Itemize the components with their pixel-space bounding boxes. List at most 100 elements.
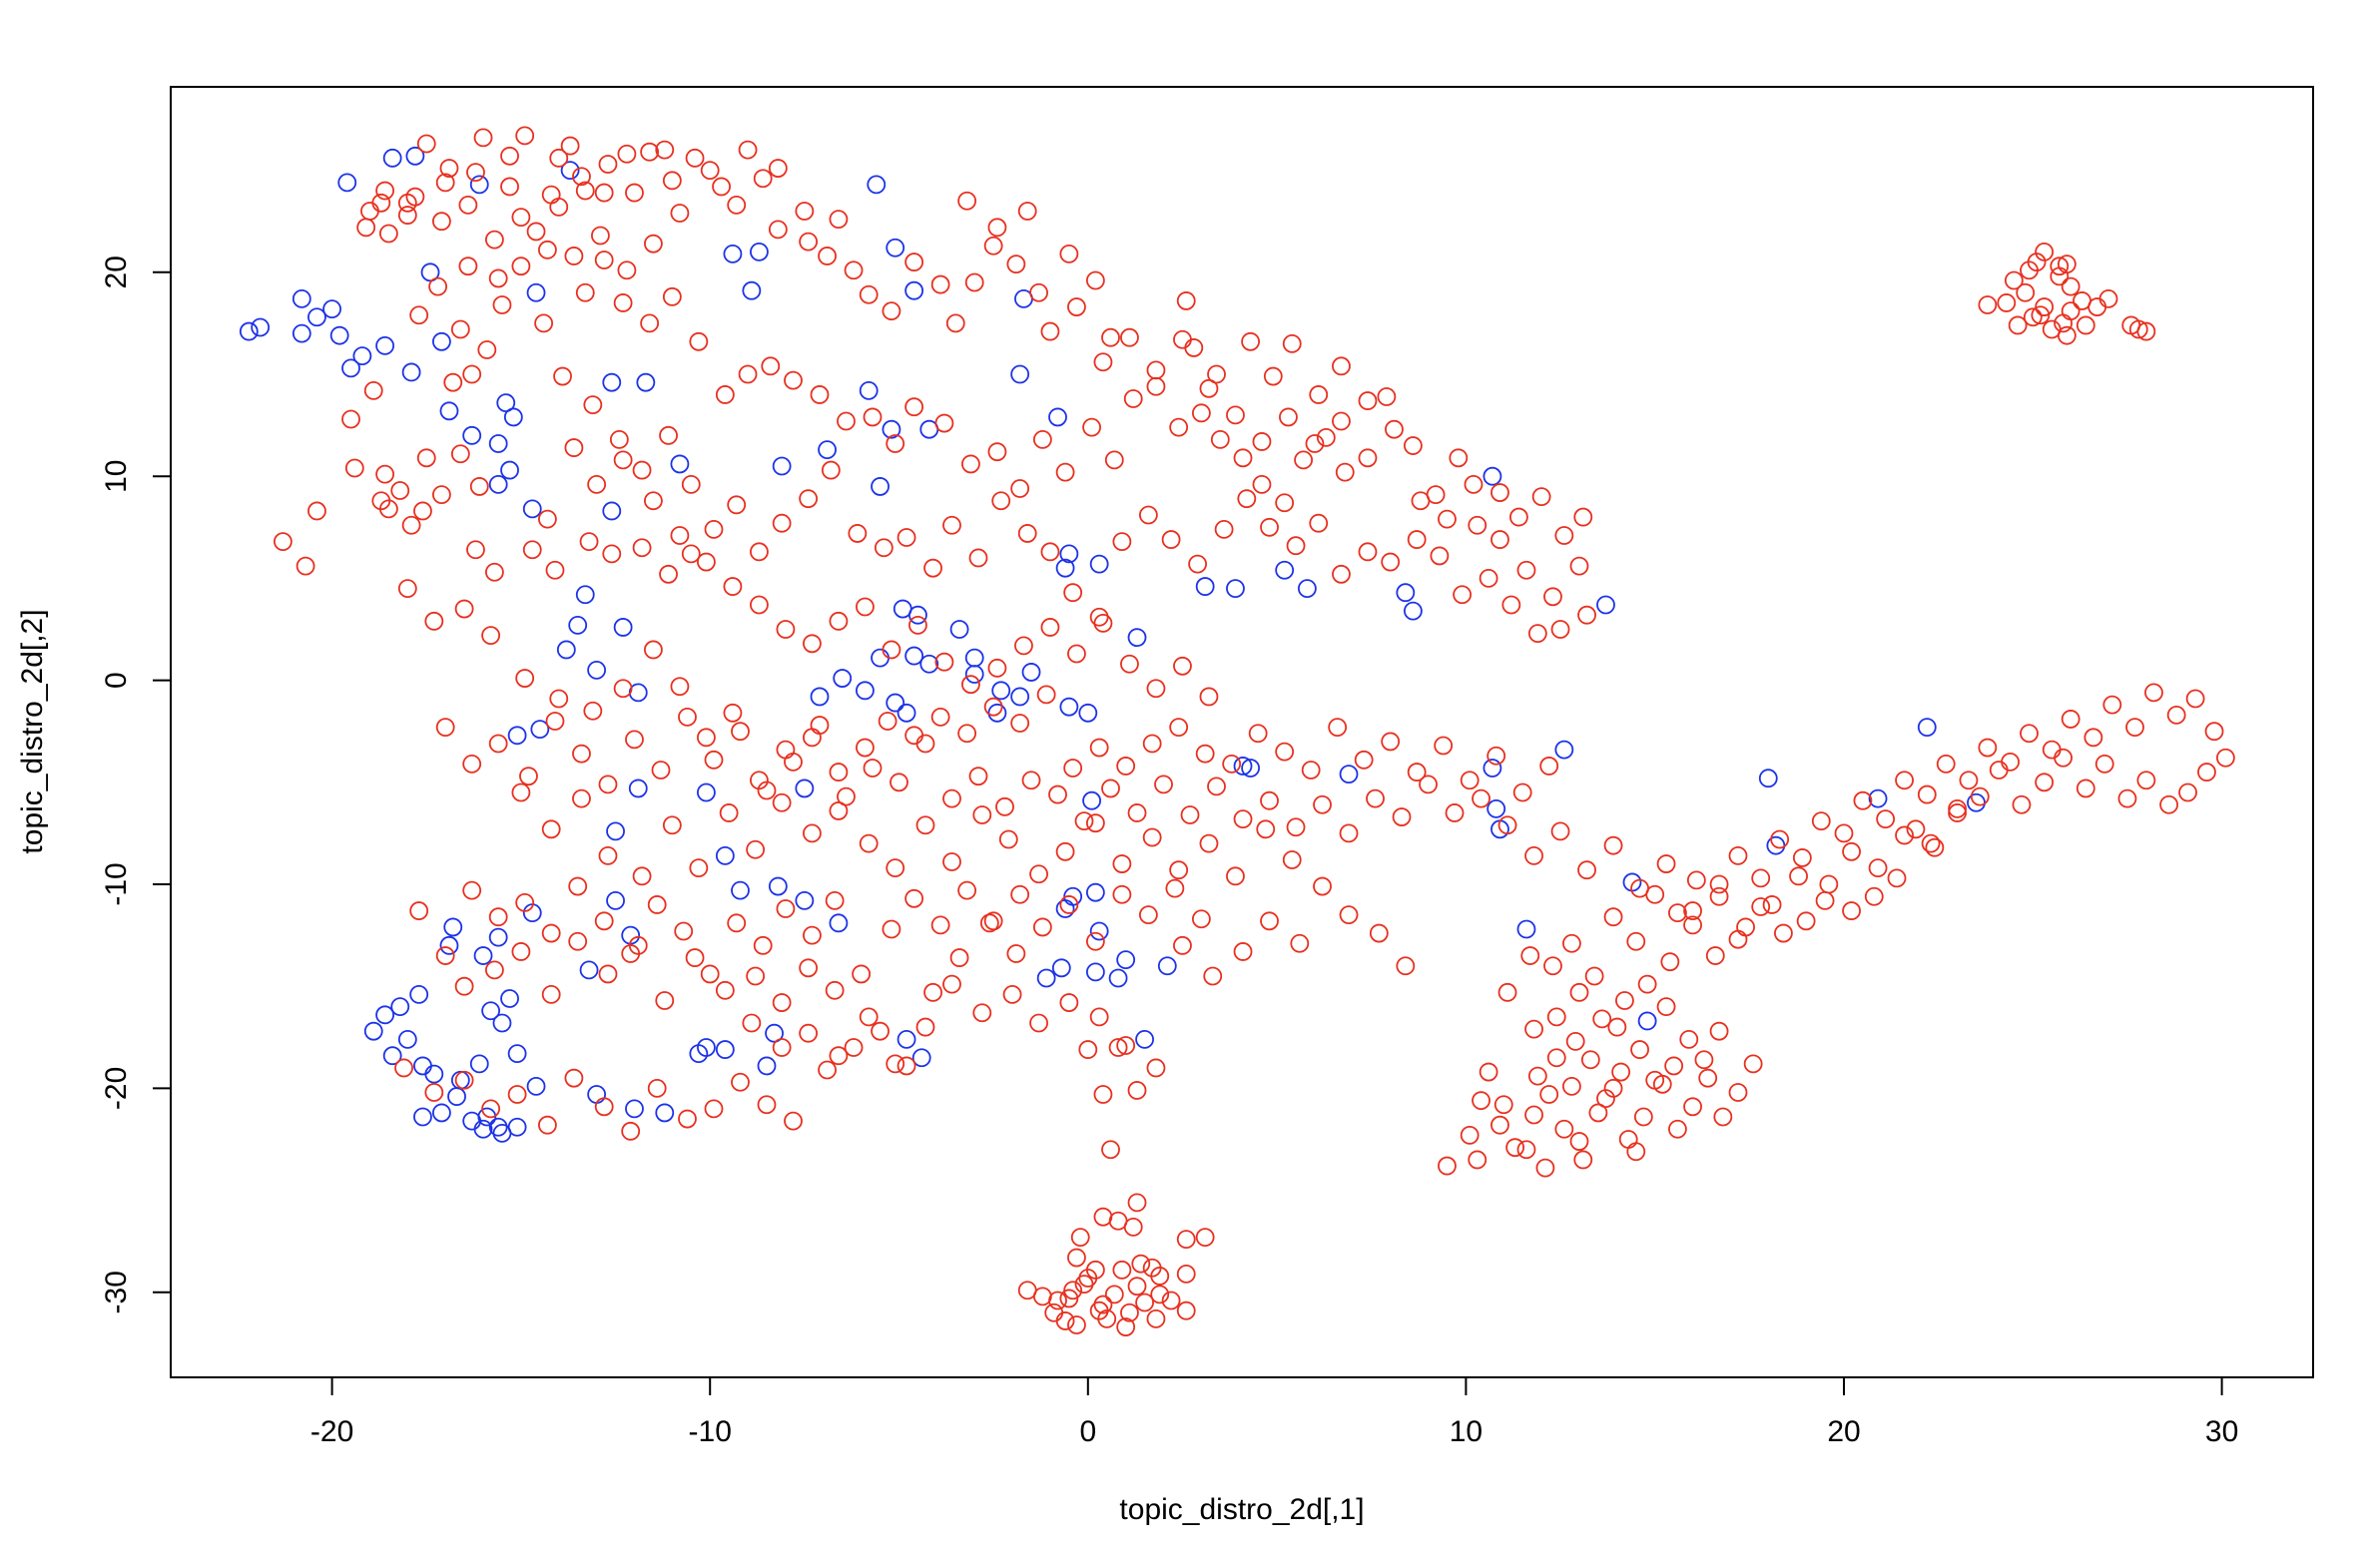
data-point [915,734,935,754]
data-point [746,966,766,986]
data-point [655,991,675,1010]
data-point [1146,1058,1166,1078]
data-point [466,163,485,183]
y-axis: -30 -20 -10 0 10 20 [100,256,172,1313]
data-point [2098,288,2118,308]
data-point [983,911,1003,931]
data-point [1108,1038,1128,1057]
data-point [591,226,610,246]
data-point [2076,315,2095,335]
data-point [1157,956,1177,976]
data-point [904,280,924,300]
data-point [799,232,819,252]
data-point [2197,763,2216,782]
data-point [776,620,796,639]
data-point [765,1023,784,1043]
data-point [632,538,652,558]
data-point [1309,385,1329,404]
data-point [1123,389,1143,408]
data-point [538,240,557,260]
data-point [1044,1303,1064,1322]
data-point [1282,333,1302,353]
data-point [1626,1142,1646,1162]
data-point [1199,687,1219,707]
data-point [507,726,527,746]
data-point [1176,1265,1196,1284]
data-point [469,175,489,195]
data-point [1059,245,1079,263]
data-point [1853,790,1873,810]
data-point [1588,1103,1608,1123]
data-point [2128,319,2148,339]
y-tick-label: -30 [100,1271,133,1313]
data-point [296,556,315,576]
data-point [307,501,326,521]
data-point [394,1058,413,1078]
data-point [1411,491,1431,511]
data-point [481,1099,501,1119]
data-point [2057,325,2077,345]
data-point [413,1107,432,1127]
data-point [1067,297,1086,316]
data-point [2016,282,2036,302]
data-point [322,299,342,318]
data-point [1036,685,1056,705]
data-point [1055,558,1075,578]
data-point [1603,835,1623,855]
data-point [1683,1097,1702,1117]
data-point [292,323,311,343]
data-point [2083,728,2103,748]
data-point [575,585,595,605]
data-point [670,454,690,474]
data-point [874,538,893,558]
data-point [821,460,841,480]
x-tick-label: -10 [689,1415,732,1448]
data-point [1709,886,1729,906]
data-point [1664,1056,1684,1076]
data-point [1297,579,1317,599]
data-point [500,177,519,197]
data-point [1036,968,1056,988]
data-point [1460,1126,1480,1145]
data-point [1328,718,1348,738]
data-point [575,282,595,302]
scatter-points [239,126,2235,1336]
data-point [1101,1140,1120,1160]
data-point [784,1111,803,1131]
data-point [1233,809,1253,828]
data-point [1497,815,1517,835]
data-point [405,187,425,207]
data-point [1385,419,1404,439]
data-point [2050,266,2070,286]
data-point [1191,909,1211,929]
data-point [1120,327,1139,347]
data-point [1550,620,1570,639]
data-point [1286,536,1306,556]
data-point [704,519,724,539]
data-point [1173,656,1192,676]
data-point [681,544,701,564]
data-point [1468,1150,1488,1170]
data-point [945,313,965,333]
data-point [934,413,954,433]
data-point [2117,788,2137,808]
data-point [757,781,777,800]
data-point [488,734,508,754]
data-point [1358,542,1378,562]
data-point [1252,432,1272,451]
data-point [1527,624,1547,643]
data-point [818,440,837,460]
data-point [1048,1291,1067,1310]
data-point [1006,255,1026,274]
data-point [341,409,360,429]
data-point [519,767,538,786]
data-point [1842,841,1861,861]
data-point [1460,771,1480,790]
data-point [337,173,357,193]
data-point [1010,884,1030,904]
data-point [670,677,690,697]
data-point [1959,771,1979,790]
data-point [859,833,879,853]
data-point [572,167,591,187]
